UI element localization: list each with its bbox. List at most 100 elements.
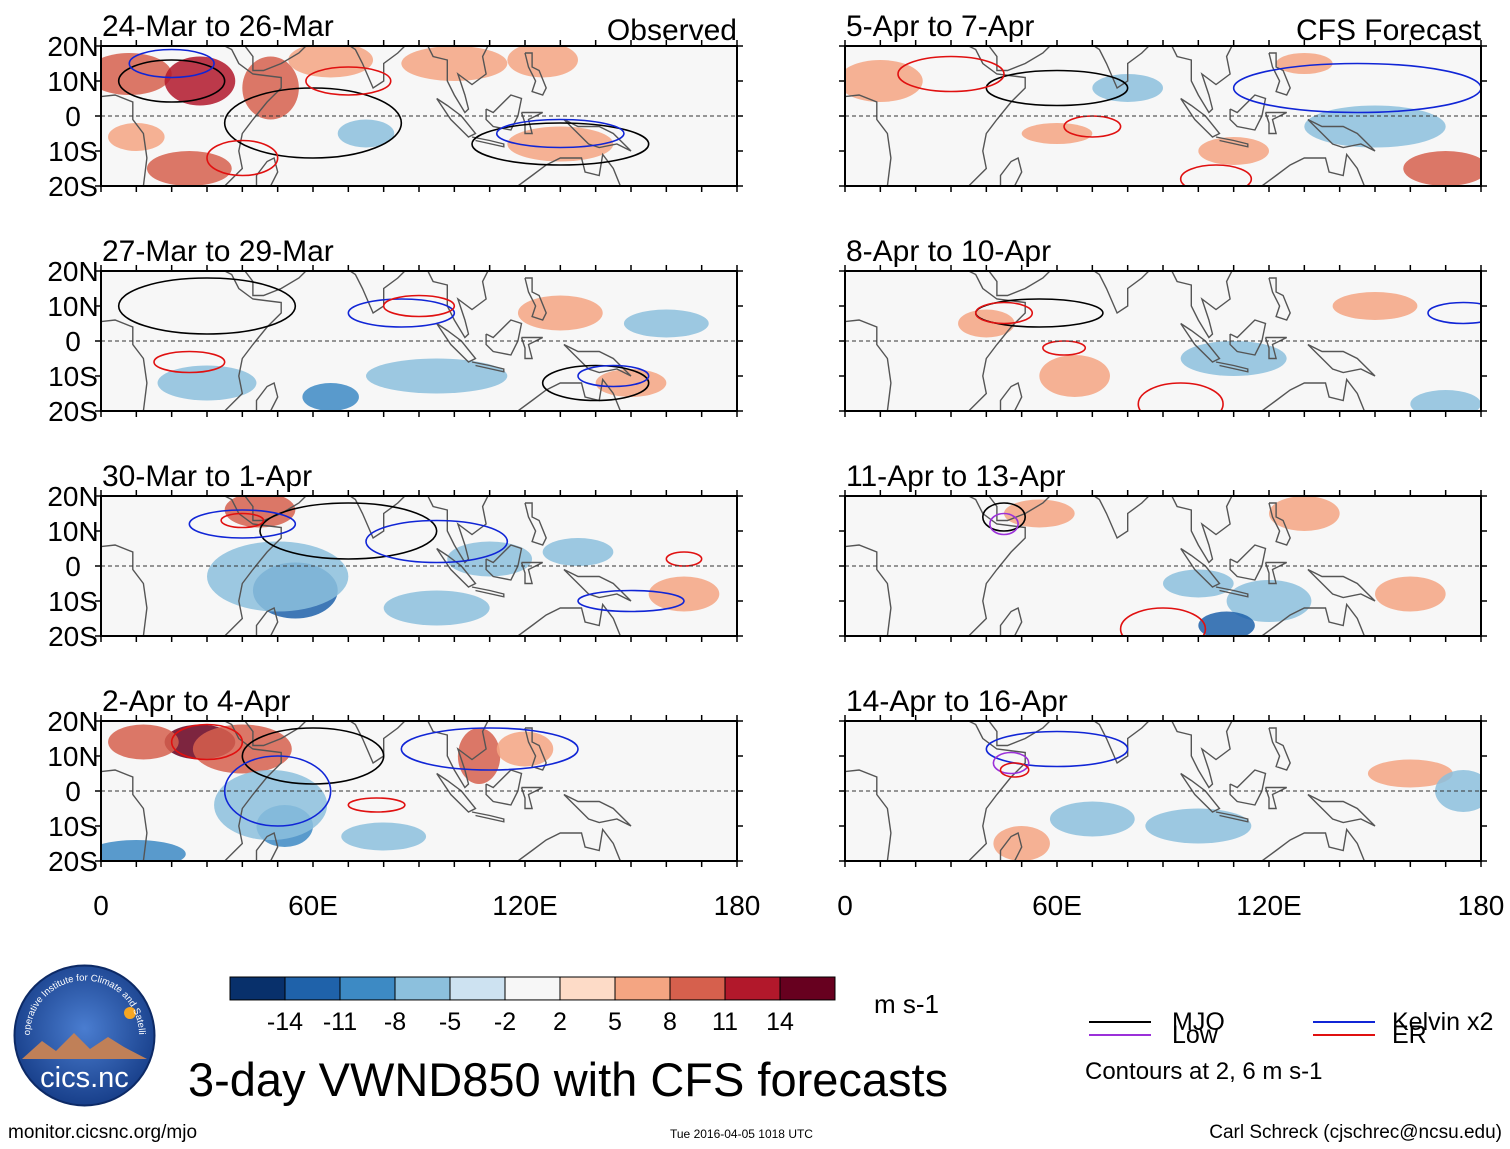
panel-6 [839, 265, 1487, 417]
y-tick-label: 0 [65, 776, 81, 807]
panel-title: 8-Apr to 10-Apr [846, 235, 1051, 268]
wave-contour [577, 589, 685, 613]
anomaly-patch [164, 56, 236, 106]
coastline [563, 568, 632, 602]
anomaly-patch [507, 126, 614, 162]
coastline [1247, 602, 1366, 636]
wave-contour [206, 139, 279, 177]
wave-contour [382, 294, 456, 318]
legend-label-er: ER [1392, 1021, 1427, 1049]
colorbar-label: -5 [439, 1008, 461, 1036]
coastline [1264, 561, 1288, 585]
coastline [101, 496, 282, 636]
site-url[interactable]: monitor.cicsnc.org/mjo [8, 1122, 198, 1143]
colorbar-label: 5 [608, 1008, 622, 1036]
panel-title: 14-Apr to 16-Apr [846, 685, 1068, 718]
coastline [999, 156, 1023, 186]
coastline [1247, 827, 1366, 861]
x-tick-label: 0 [837, 890, 853, 921]
wave-contour [347, 298, 456, 328]
anomaly-patch [1410, 390, 1481, 411]
panel-title: 24-Mar to 26-Mar [102, 10, 334, 43]
anomaly-patch [146, 151, 232, 186]
coastline [471, 586, 505, 598]
units-label: m s-1 [874, 989, 939, 1019]
anomaly-patch [1004, 499, 1075, 528]
wave-contour [188, 509, 297, 539]
coastline [244, 46, 307, 72]
coastline [999, 831, 1023, 861]
anomaly-patch [1226, 580, 1312, 622]
anomaly-patch [1375, 576, 1446, 612]
x-tick-label: 120E [1236, 890, 1301, 921]
coastline [471, 361, 505, 373]
y-tick-label: 10S [48, 586, 98, 617]
coastline [503, 377, 622, 411]
coastline [1264, 336, 1288, 360]
colorbar-label: -14 [267, 1008, 303, 1036]
coastline [524, 502, 547, 546]
anomaly-patch [108, 724, 179, 760]
coastline [348, 271, 406, 315]
coastline [436, 322, 477, 363]
wave-contour [1137, 382, 1224, 411]
anomaly-patch [595, 369, 667, 397]
coastline [255, 606, 279, 636]
panel-title: 5-Apr to 7-Apr [846, 10, 1034, 43]
colorbar-box [614, 976, 671, 1001]
coastline [988, 721, 1051, 747]
coastline [503, 827, 622, 861]
y-tick-label: 0 [65, 551, 81, 582]
coastline [520, 786, 544, 810]
coastline [1215, 811, 1249, 823]
author-credit[interactable]: Carl Schreck (cjschrec@ncsu.edu) [1209, 1122, 1502, 1143]
wave-contour [117, 59, 226, 103]
wave-contour [985, 69, 1129, 107]
anomaly-patch [1198, 611, 1255, 636]
anomaly-patch [108, 123, 165, 151]
coastline [1307, 118, 1376, 152]
coastline [520, 561, 544, 585]
x-tick-label: 180 [714, 890, 761, 921]
coastline [427, 46, 489, 114]
y-tick-label: 20N [47, 256, 98, 287]
colorbar-label: 2 [553, 1008, 567, 1036]
y-tick-label: 0 [65, 101, 81, 132]
legend-label-kelvin: Kelvin x2 [1392, 1008, 1494, 1036]
anomaly-patch [207, 541, 349, 612]
coastline [427, 721, 489, 789]
coastline [255, 381, 279, 411]
coastline [1171, 271, 1233, 339]
wave-contour [153, 350, 226, 374]
coastline [524, 727, 547, 771]
coastline [520, 336, 544, 360]
coastline [1171, 496, 1233, 564]
coastline [427, 271, 489, 339]
anomaly-patch [845, 60, 923, 102]
coastline [1092, 46, 1150, 90]
legend-label-low: Low [1172, 1021, 1218, 1049]
y-tick-label: 10N [47, 291, 98, 322]
y-tick-label: 10N [47, 516, 98, 547]
coastline [999, 381, 1023, 411]
coastline [845, 271, 1026, 411]
x-tick-label: 180 [1458, 890, 1505, 921]
y-tick-label: 10S [48, 136, 98, 167]
anomaly-patch [192, 724, 292, 774]
coastline [1180, 322, 1221, 363]
coastline [101, 721, 282, 861]
y-tick-label: 20S [48, 396, 98, 427]
logo-name: cics.nc [40, 1062, 129, 1094]
anomaly-patch [447, 541, 533, 577]
y-tick-label: 20N [47, 481, 98, 512]
wave-contour [400, 727, 579, 771]
wave-contour [1119, 607, 1207, 636]
coastline [1215, 586, 1249, 598]
coastline [101, 271, 282, 411]
anomaly-patch [242, 56, 299, 120]
coastline [988, 496, 1051, 522]
coastline [1307, 343, 1376, 377]
y-tick-label: 20N [47, 706, 98, 737]
anomaly-patch [341, 822, 427, 851]
